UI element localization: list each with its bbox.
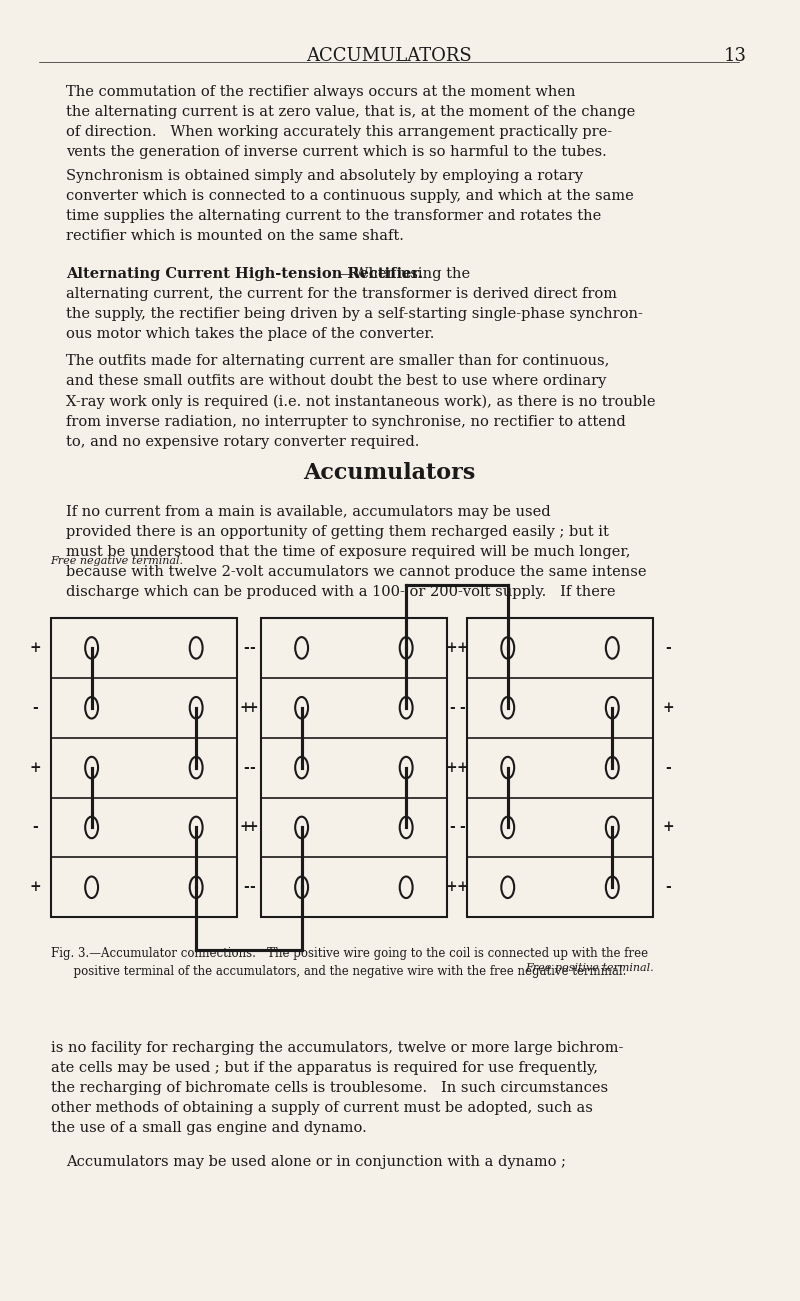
Text: -: - <box>250 881 255 894</box>
Text: -: - <box>459 701 465 714</box>
Text: ACCUMULATORS: ACCUMULATORS <box>306 47 472 65</box>
Text: +: + <box>446 761 458 774</box>
Text: +: + <box>240 701 251 714</box>
Text: +: + <box>662 821 674 834</box>
Text: +: + <box>240 821 251 834</box>
Text: -: - <box>250 641 255 654</box>
Text: -: - <box>449 821 454 834</box>
Text: +: + <box>446 881 458 894</box>
Text: Accumulators may be used alone or in conjunction with a dynamo ;: Accumulators may be used alone or in con… <box>66 1155 566 1170</box>
Text: -: - <box>666 881 671 894</box>
Text: The commutation of the rectifier always occurs at the moment when
the alternatin: The commutation of the rectifier always … <box>66 85 635 159</box>
Text: 13: 13 <box>723 47 746 65</box>
Text: -: - <box>666 761 671 774</box>
Text: -: - <box>449 701 454 714</box>
Text: +: + <box>246 821 258 834</box>
Text: Synchronism is obtained simply and absolutely by employing a rotary
converter wh: Synchronism is obtained simply and absol… <box>66 169 634 243</box>
Text: -: - <box>33 701 38 714</box>
Text: Alternating Current High-tension Rectifier.: Alternating Current High-tension Rectifi… <box>66 267 423 281</box>
Text: +: + <box>456 761 468 774</box>
Text: +: + <box>246 701 258 714</box>
Text: —When using the
alternating current, the current for the transformer is derived : —When using the alternating current, the… <box>66 267 643 341</box>
Text: +: + <box>456 881 468 894</box>
Text: The outfits made for alternating current are smaller than for continuous,
and th: The outfits made for alternating current… <box>66 354 656 449</box>
Text: +: + <box>662 701 674 714</box>
Text: Free negative terminal.: Free negative terminal. <box>50 556 183 566</box>
Text: -: - <box>242 641 249 654</box>
Text: -: - <box>242 881 249 894</box>
Text: -: - <box>666 641 671 654</box>
Text: -: - <box>459 821 465 834</box>
Text: -: - <box>33 821 38 834</box>
Bar <box>466 618 654 917</box>
Text: +: + <box>30 881 42 894</box>
Text: +: + <box>456 641 468 654</box>
Text: +: + <box>446 641 458 654</box>
Text: If no current from a main is available, accumulators may be used
provided there : If no current from a main is available, … <box>66 505 646 598</box>
Text: +: + <box>30 641 42 654</box>
Text: Fig. 3.—Accumulator connections.   The positive wire going to the coil is connec: Fig. 3.—Accumulator connections. The pos… <box>50 947 648 978</box>
Text: +: + <box>30 761 42 774</box>
Text: Free positive terminal.: Free positive terminal. <box>525 963 654 973</box>
Text: -: - <box>242 761 249 774</box>
Text: -: - <box>250 761 255 774</box>
Bar <box>261 618 447 917</box>
Text: is no facility for recharging the accumulators, twelve or more large bichrom-
at: is no facility for recharging the accumu… <box>50 1041 623 1134</box>
Text: Accumulators: Accumulators <box>302 462 475 484</box>
Bar <box>50 618 238 917</box>
